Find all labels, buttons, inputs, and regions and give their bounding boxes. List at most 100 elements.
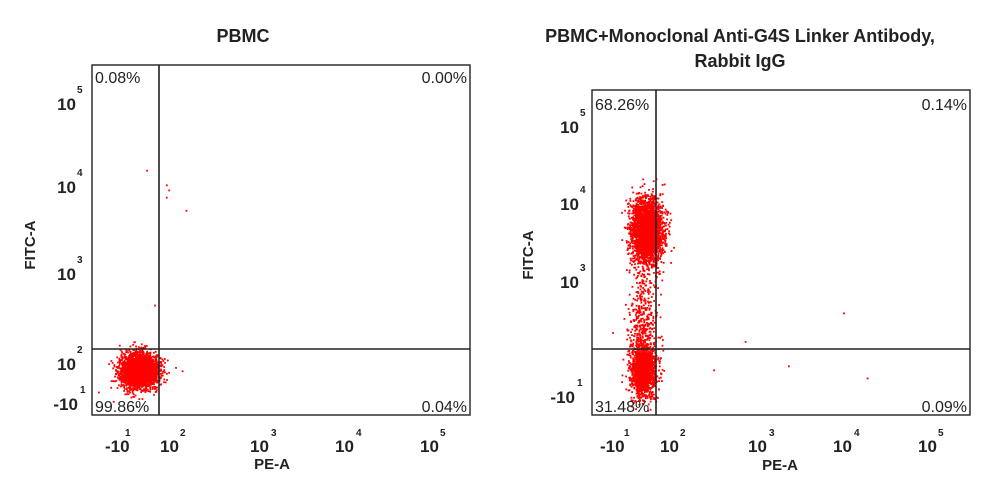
- scatter-point: [153, 369, 156, 372]
- scatter-point: [144, 346, 147, 349]
- scatter-point: [130, 388, 133, 391]
- scatter-point: [653, 213, 656, 215]
- scatter-point: [142, 350, 145, 353]
- scatter-point: [651, 253, 654, 256]
- scatter-point: [647, 214, 650, 217]
- scatter-point: [152, 359, 154, 362]
- scatter-point: [631, 247, 634, 250]
- scatter-point: [636, 211, 638, 214]
- scatter-point: [637, 221, 639, 224]
- scatter-point: [630, 252, 633, 255]
- chart-title: PBMC: [217, 26, 270, 46]
- scatter-point: [121, 373, 124, 376]
- scatter-point: [649, 236, 652, 239]
- scatter-point: [129, 378, 131, 381]
- scatter-point: [134, 394, 137, 397]
- scatter-point: [145, 385, 147, 387]
- scatter-point: [635, 234, 637, 237]
- panel-pbmc: PBMC FITC-A PE-A -10 1 10 2 10 3 10 4 10…: [22, 26, 471, 473]
- scatter-point: [112, 380, 115, 382]
- scatter-point: [668, 230, 671, 233]
- scatter-point: [642, 202, 644, 205]
- scatter-point: [624, 227, 627, 229]
- scatter-point: [144, 387, 147, 390]
- scatter-point: [138, 361, 141, 363]
- scatter-point: [148, 381, 151, 384]
- scatter-point: [135, 365, 137, 368]
- scatter-point: [646, 206, 649, 209]
- scatter-point: [128, 384, 131, 386]
- scatter-point: [652, 180, 655, 183]
- scatter-point: [149, 390, 152, 393]
- scatter-point: [662, 249, 665, 252]
- scatter-point: [644, 194, 647, 196]
- scatter-point: [165, 184, 168, 187]
- scatter-point: [144, 356, 146, 359]
- scatter-point: [632, 211, 635, 214]
- scatter-point: [128, 390, 131, 393]
- scatter-point: [651, 208, 654, 211]
- scatter-point: [149, 353, 152, 356]
- scatter-point: [134, 352, 136, 354]
- scatter-point: [144, 391, 147, 394]
- scatter-point: [117, 361, 119, 364]
- scatter-point: [124, 393, 127, 396]
- scatter-point: [650, 213, 653, 216]
- scatter-point: [137, 355, 140, 358]
- scatter-point: [126, 387, 128, 390]
- scatter-point: [625, 199, 628, 202]
- scatter-point: [646, 241, 649, 244]
- scatter-point: [142, 356, 145, 358]
- scatter-point: [143, 378, 146, 381]
- scatter-point: [142, 374, 145, 377]
- scatter-point: [110, 380, 113, 382]
- scatter-points: [98, 169, 188, 408]
- scatter-point: [118, 361, 121, 363]
- scatter-point: [652, 211, 654, 214]
- scatter-point: [657, 254, 660, 256]
- scatter-point: [646, 246, 649, 249]
- scatter-point: [628, 217, 631, 220]
- scatter-point: [651, 197, 654, 200]
- scatter-point: [641, 223, 643, 225]
- scatter-point: [647, 194, 649, 196]
- y-tick-exponent: 4: [580, 185, 586, 196]
- scatter-point: [662, 235, 664, 238]
- scatter-point: [118, 384, 120, 387]
- scatter-point: [649, 237, 652, 240]
- scatter-point: [659, 235, 662, 238]
- scatter-point: [136, 389, 139, 392]
- scatter-point: [662, 252, 664, 255]
- scatter-point: [143, 389, 146, 392]
- scatter-point: [144, 375, 146, 378]
- scatter-point: [153, 386, 156, 388]
- scatter-point: [639, 200, 642, 203]
- scatter-point: [132, 365, 134, 367]
- scatter-point: [643, 270, 646, 273]
- scatter-point: [155, 356, 158, 359]
- scatter-point: [652, 216, 654, 219]
- scatter-point: [156, 354, 159, 356]
- scatter-point: [147, 360, 149, 362]
- scatter-point: [156, 364, 158, 367]
- scatter-point: [660, 223, 663, 225]
- scatter-point: [642, 238, 644, 241]
- scatter-point: [653, 218, 656, 220]
- scatter-point: [140, 376, 143, 378]
- scatter-point: [627, 223, 630, 225]
- scatter-point: [139, 370, 142, 372]
- scatter-point: [152, 355, 154, 358]
- x-ticks: -10 1 10 2 10 3 10 4 10 5: [105, 428, 446, 456]
- scatter-point: [142, 388, 145, 391]
- scatter-point: [639, 202, 642, 205]
- scatter-point: [138, 351, 141, 354]
- scatter-point: [132, 343, 134, 346]
- scatter-point: [145, 357, 148, 359]
- scatter-point: [649, 207, 651, 210]
- scatter-point: [635, 192, 638, 195]
- scatter-point: [125, 384, 128, 386]
- scatter-point: [651, 257, 654, 260]
- scatter-point: [637, 266, 640, 268]
- scatter-point: [645, 230, 648, 233]
- scatter-point: [650, 193, 653, 195]
